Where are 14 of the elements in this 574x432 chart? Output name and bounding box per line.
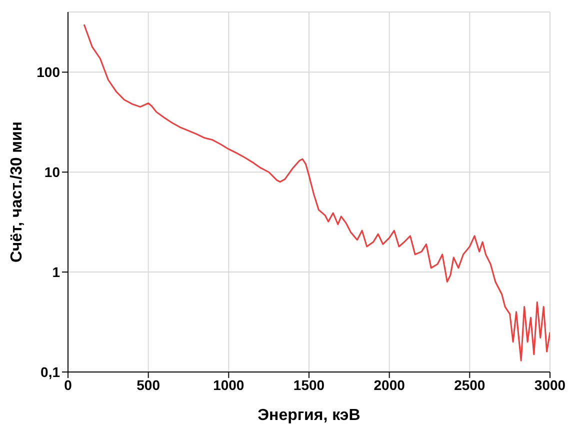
x-tick-label: 2000 <box>374 376 406 393</box>
y-tick-label: 10 <box>44 164 60 180</box>
x-tick-label: 1000 <box>213 376 244 393</box>
x-axis-title: Энергия, кэВ <box>258 407 360 424</box>
y-tick-label: 1 <box>52 264 60 280</box>
y-tick-label: 100 <box>36 64 60 80</box>
line-series <box>83 24 550 362</box>
x-tick-label: 500 <box>136 376 160 393</box>
x-tick-label: 1500 <box>293 376 325 393</box>
x-tick-label: 2500 <box>454 376 486 393</box>
y-axis-title: Счёт, част./30 мин <box>8 121 26 263</box>
x-tick-label: 3000 <box>534 376 566 393</box>
y-tick-label: 0,1 <box>40 364 60 380</box>
x-tick-label: 0 <box>64 376 72 393</box>
